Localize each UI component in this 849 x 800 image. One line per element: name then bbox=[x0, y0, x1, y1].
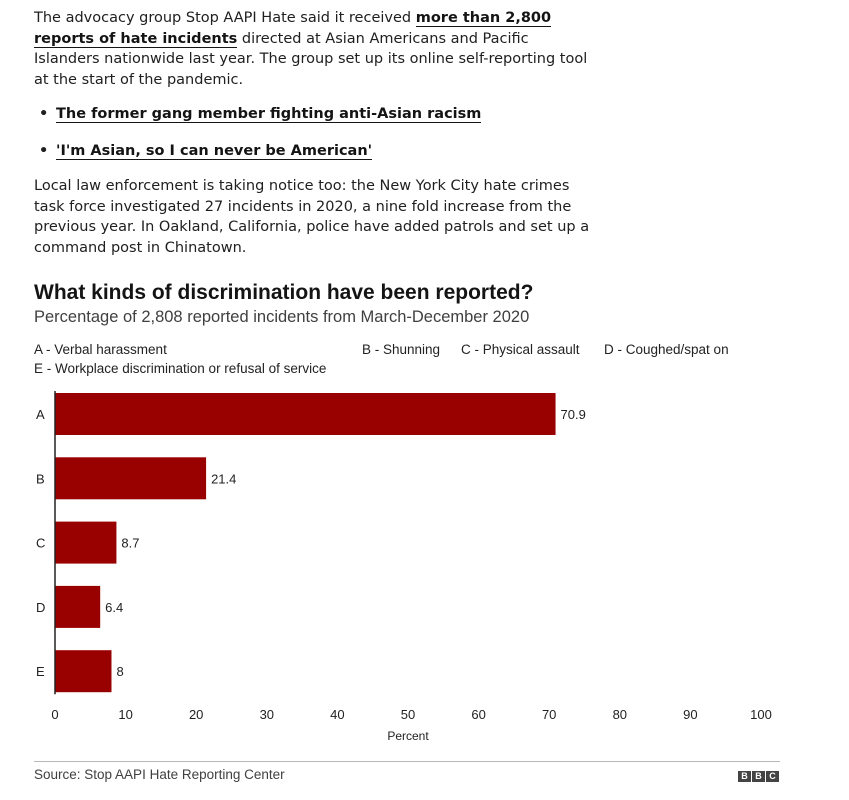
data-label-a: 70.9 bbox=[561, 407, 586, 422]
paragraph-text-end: directed at Asian Americans and Pacific … bbox=[34, 30, 588, 88]
x-tick-label: 60 bbox=[471, 707, 485, 722]
x-tick-label: 0 bbox=[51, 707, 58, 722]
article-paragraph-2: Local law enforcement is taking notice t… bbox=[34, 178, 590, 256]
related-article-link-2[interactable]: 'I'm Asian, so I can never be American' bbox=[56, 143, 373, 160]
bar-c bbox=[55, 521, 117, 564]
legend-item-d: D - Coughed/spat on bbox=[604, 342, 729, 357]
related-link-item: • 'I'm Asian, so I can never be American' bbox=[39, 141, 579, 162]
data-label-e: 8 bbox=[116, 664, 123, 679]
x-tick-label: 80 bbox=[613, 707, 627, 722]
category-label-e: E bbox=[36, 664, 45, 679]
x-tick-label: 40 bbox=[330, 707, 344, 722]
category-label-d: D bbox=[36, 600, 45, 615]
bullet-icon: • bbox=[39, 106, 49, 122]
legend-item-e: E - Workplace discrimination or refusal … bbox=[34, 361, 327, 376]
x-tick-label: 10 bbox=[118, 707, 132, 722]
logo-letter: B bbox=[752, 771, 765, 782]
bullet-icon: • bbox=[39, 143, 49, 159]
bar-d bbox=[55, 585, 101, 628]
chart-subtitle: Percentage of 2,808 reported incidents f… bbox=[34, 308, 530, 326]
category-label-a: A bbox=[36, 407, 45, 422]
hate-incidents-link[interactable]: more than 2,800 reports of hate incident… bbox=[34, 10, 552, 48]
bar-e bbox=[55, 650, 112, 693]
x-tick-label: 20 bbox=[189, 707, 203, 722]
data-label-c: 8.7 bbox=[121, 536, 139, 551]
category-label-b: B bbox=[36, 471, 45, 486]
legend-item-a: A - Verbal harassment bbox=[34, 342, 167, 357]
logo-letter: B bbox=[738, 771, 751, 782]
footer-divider bbox=[34, 761, 780, 762]
related-link-item: • The former gang member fighting anti-As… bbox=[39, 104, 579, 125]
source-note: Source: Stop AAPI Hate Reporting Center bbox=[34, 767, 285, 782]
bar-chart: 70.9 A 21.4 B 8.7 C 6.4 D 8 E 0 10 20 30 40 50 60 70 80 90 1… bbox=[36, 391, 772, 743]
x-tick-label: 100 bbox=[750, 707, 772, 722]
data-label-d: 6.4 bbox=[105, 600, 123, 615]
bbc-logo: B B C bbox=[738, 771, 779, 782]
related-article-link-1[interactable]: The former gang member fighting anti-Asi… bbox=[56, 106, 482, 123]
category-label-c: C bbox=[36, 536, 45, 551]
bar-b bbox=[55, 457, 207, 500]
article-paragraph-1: The advocacy group Stop AAPI Hate said i… bbox=[34, 8, 594, 90]
x-axis-title: Percent bbox=[387, 729, 429, 743]
data-label-b: 21.4 bbox=[211, 471, 236, 486]
bar-a bbox=[55, 393, 556, 435]
legend-item-c: C - Physical assault bbox=[461, 342, 580, 357]
legend-item-b: B - Shunning bbox=[362, 342, 441, 357]
x-tick-label: 90 bbox=[683, 707, 697, 722]
x-tick-label: 50 bbox=[401, 707, 415, 722]
logo-letter: C bbox=[766, 771, 779, 782]
x-tick-label: 70 bbox=[542, 707, 556, 722]
x-tick-label: 30 bbox=[260, 707, 274, 722]
chart-title: What kinds of discrimination have been r… bbox=[34, 281, 534, 304]
paragraph-text-start: The advocacy group Stop AAPI Hate said i… bbox=[34, 10, 416, 26]
